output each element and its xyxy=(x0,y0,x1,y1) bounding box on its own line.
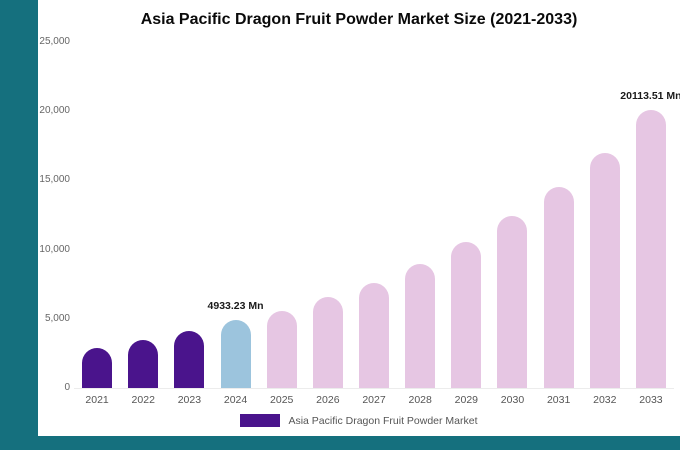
x-axis: 2021 2022 2023 2024 2025 2026 2027 2028 2029 2030… xyxy=(74,394,674,406)
legend: Asia Pacific Dragon Fruit Powder Market xyxy=(38,414,680,427)
bars-container: 4933.23 Mn 20113.51 Mn xyxy=(74,42,680,389)
x-tick-label: 2033 xyxy=(639,394,663,406)
bar-2030 xyxy=(497,216,528,388)
x-tick-label: 2029 xyxy=(454,394,478,406)
x-tick-label: 2026 xyxy=(316,394,340,406)
x-tick-label: 2021 xyxy=(85,394,109,406)
y-tick-label: 15,000 xyxy=(39,174,70,186)
x-tick-label: 2023 xyxy=(177,394,202,406)
bar-slot: 4933.23 Mn xyxy=(208,42,264,388)
y-tick-label: 0 xyxy=(64,382,70,393)
x-tick-label: 2027 xyxy=(362,394,386,406)
bar-slot xyxy=(74,42,120,388)
x-tick-label: 2032 xyxy=(593,394,617,406)
bar-value-label: 4933.23 Mn xyxy=(207,299,264,312)
chart-panel: Asia Pacific Dragon Fruit Powder Market … xyxy=(38,0,680,436)
bar-slot xyxy=(259,42,305,388)
bar-2027 xyxy=(359,282,390,388)
x-tick-label: 2024 xyxy=(223,394,248,406)
bar-2031 xyxy=(543,186,574,388)
x-tick-label: 2025 xyxy=(270,394,294,406)
bar-slot xyxy=(443,42,489,388)
bar-value-label: 20113.51 Mn xyxy=(620,89,680,102)
bar-2026 xyxy=(312,297,343,388)
bar-2029 xyxy=(451,242,482,388)
chart-title: Asia Pacific Dragon Fruit Powder Market … xyxy=(140,11,578,28)
bar-slot xyxy=(489,42,535,388)
bar-slot xyxy=(305,42,351,388)
bar-2022 xyxy=(128,340,159,388)
y-tick-label: 20,000 xyxy=(39,105,70,117)
x-tick-label: 2028 xyxy=(408,394,432,406)
x-tick-label: 2022 xyxy=(131,394,155,406)
bar-2033 xyxy=(635,109,666,388)
bar-slot xyxy=(536,42,582,388)
y-tick-label: 10,000 xyxy=(39,243,70,255)
bar-2032 xyxy=(589,152,620,388)
x-tick-label: 2031 xyxy=(546,394,571,406)
bar-2023 xyxy=(174,330,205,388)
bar-slot: 20113.51 Mn xyxy=(620,42,680,388)
y-tick-label: 5,000 xyxy=(44,312,70,324)
bar-2024 xyxy=(220,319,251,388)
bar-2021 xyxy=(82,347,113,388)
legend-label: Asia Pacific Dragon Fruit Powder Market xyxy=(288,414,478,427)
plot-area: 0 5,000 10,000 15,000 20,000 25,000 4933.23 M… xyxy=(38,36,680,393)
bar-slot xyxy=(166,42,212,388)
x-tick-label: 2030 xyxy=(500,394,525,406)
y-axis: 0 5,000 10,000 15,000 20,000 25,000 xyxy=(38,36,72,393)
bar-slot xyxy=(397,42,443,388)
y-tick-label: 25,000 xyxy=(39,36,70,47)
legend-swatch-icon xyxy=(240,414,281,427)
bar-2028 xyxy=(405,264,436,388)
bar-slot xyxy=(120,42,166,388)
bar-slot xyxy=(351,42,397,388)
bar-slot xyxy=(582,42,628,388)
bar-2025 xyxy=(266,311,297,388)
